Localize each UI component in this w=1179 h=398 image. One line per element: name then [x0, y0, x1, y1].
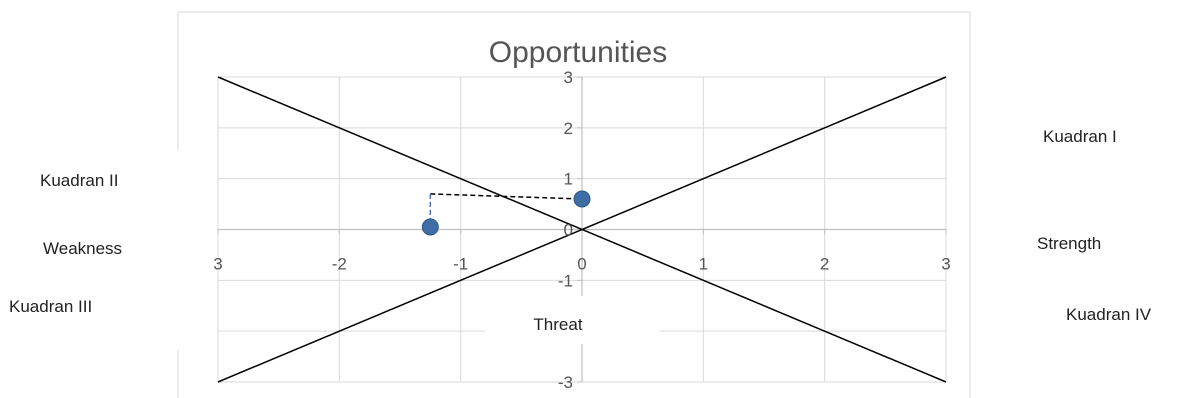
y-tick-label: 0: [564, 221, 573, 240]
strength-label: Strength: [1037, 234, 1102, 253]
diagonal-line: [217, 76, 947, 383]
data-point: [421, 218, 439, 236]
chart-title: Opportunities: [489, 36, 667, 69]
x-tick-label: -1: [453, 255, 468, 274]
data-point: [573, 190, 591, 208]
x-tick-label: 3: [941, 255, 950, 274]
quadrant-diagonals: [217, 76, 947, 383]
weakness-label: Weakness: [43, 239, 123, 258]
kuadran-4-label: Kuadran IV: [1066, 305, 1152, 324]
x-tick-label: 0: [577, 255, 586, 274]
dashed-guide-line: [430, 193, 583, 200]
x-tick-label: 3: [213, 255, 222, 274]
threat-label-background: [485, 296, 660, 344]
y-tick-label: 3: [564, 68, 573, 87]
y-tick-label: -1: [558, 271, 573, 290]
x-tick-label: 1: [699, 255, 708, 274]
kuadran-1-label: Kuadran I: [1043, 127, 1117, 146]
x-tick-label: -2: [332, 255, 347, 274]
x-tick-label: 2: [820, 255, 829, 274]
kuadran-3-label: Kuadran III: [9, 297, 93, 316]
y-tick-label: -3: [558, 373, 573, 392]
guide-lines: [429, 193, 583, 227]
data-points: [421, 190, 591, 236]
kuadran-2-label: Kuadran II: [40, 171, 119, 190]
y-tick-label: 1: [564, 170, 573, 189]
y-tick-label: 2: [564, 119, 573, 138]
threat-label: Threat: [533, 315, 582, 334]
